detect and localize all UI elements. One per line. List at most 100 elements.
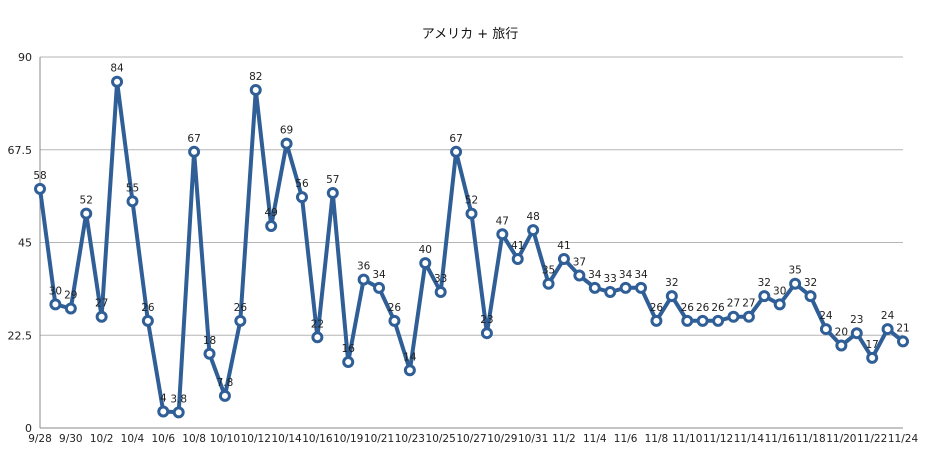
x-tick-label: 11/8 — [645, 433, 669, 445]
data-point — [141, 314, 154, 327]
data-point — [218, 389, 231, 402]
data-point — [619, 281, 632, 294]
data-point — [188, 145, 201, 158]
x-tick-label: 9/30 — [59, 433, 83, 445]
data-point — [527, 224, 540, 237]
data-label: 29 — [64, 289, 77, 301]
y-tick-label: 0 — [25, 422, 32, 435]
x-tick-label: 10/31 — [518, 433, 548, 445]
data-label: 24 — [819, 310, 833, 322]
data-label: 35 — [542, 265, 555, 277]
x-tick-label: 10/4 — [121, 433, 145, 445]
data-point — [789, 277, 802, 290]
data-point — [897, 335, 909, 348]
data-point — [388, 314, 401, 327]
x-tick-label: 11/16 — [765, 433, 796, 445]
data-label: 37 — [573, 256, 586, 268]
data-label: 26 — [681, 302, 695, 314]
data-point — [465, 207, 478, 220]
y-tick-label: 90 — [18, 51, 32, 64]
x-tick-label: 10/21 — [364, 433, 394, 445]
x-tick-label: 10/16 — [302, 433, 333, 445]
data-point — [80, 207, 93, 220]
data-point — [34, 182, 46, 195]
data-label: 23 — [480, 314, 493, 326]
data-label: 84 — [110, 63, 124, 75]
data-point — [373, 281, 386, 294]
data-point — [758, 290, 771, 303]
x-tick-label: 10/12 — [241, 433, 271, 445]
data-point — [480, 327, 493, 340]
data-point — [819, 323, 832, 336]
data-point — [881, 323, 894, 336]
data-label: 7.8 — [217, 377, 234, 389]
x-tick-label: 10/10 — [210, 433, 240, 445]
data-point — [773, 298, 786, 311]
x-tick-label: 10/23 — [395, 433, 425, 445]
data-label: 24 — [881, 310, 895, 322]
data-label: 20 — [835, 327, 848, 339]
data-label: 26 — [711, 302, 725, 314]
gridlines — [39, 56, 903, 429]
data-label: 33 — [434, 273, 447, 285]
x-tick-label: 10/19 — [333, 433, 363, 445]
series-line — [34, 75, 909, 419]
data-label: 48 — [526, 211, 539, 223]
data-label: 52 — [80, 195, 93, 207]
data-point — [403, 364, 416, 377]
data-point — [712, 314, 725, 327]
y-axis-ticks: 0 22.5 45 67.5 90 — [8, 51, 33, 435]
data-point — [573, 269, 586, 282]
data-point — [542, 277, 555, 290]
data-label: 21 — [896, 322, 909, 334]
data-label: 30 — [49, 285, 62, 297]
data-label: 55 — [126, 182, 139, 194]
x-tick-label: 10/25 — [426, 433, 456, 445]
data-point — [326, 187, 339, 200]
x-tick-label: 11/12 — [703, 433, 733, 445]
x-tick-label: 11/14 — [734, 433, 765, 445]
data-label: 4 — [160, 393, 167, 405]
data-point — [95, 310, 108, 323]
x-tick-label: 10/27 — [456, 433, 486, 445]
x-tick-label: 11/4 — [583, 433, 607, 445]
data-label: 22 — [311, 318, 324, 330]
data-label: 41 — [511, 240, 524, 252]
data-label: 82 — [249, 71, 262, 83]
x-tick-label: 10/6 — [151, 433, 175, 445]
x-tick-label: 11/6 — [614, 433, 638, 445]
data-label: 58 — [33, 170, 46, 182]
data-point — [126, 195, 139, 208]
chart-title: アメリカ + 旅行 — [422, 27, 519, 42]
x-tick-label: 10/2 — [90, 433, 114, 445]
data-point — [172, 406, 185, 419]
series-polyline — [38, 79, 905, 415]
data-label: 26 — [650, 302, 664, 314]
data-label: 16 — [342, 343, 356, 355]
data-point — [249, 83, 262, 96]
x-tick-label: 11/2 — [552, 433, 576, 445]
data-label: 56 — [295, 178, 309, 190]
data-label: 69 — [280, 125, 293, 137]
x-tick-label: 11/20 — [826, 433, 856, 445]
data-label: 17 — [865, 339, 878, 351]
data-point — [280, 137, 293, 150]
x-tick-label: 11/10 — [672, 433, 702, 445]
x-tick-label: 10/29 — [487, 433, 517, 445]
data-point — [419, 257, 432, 270]
data-label: 3.8 — [170, 393, 187, 405]
data-label: 32 — [804, 277, 817, 289]
data-point — [696, 314, 709, 327]
x-axis-ticks: 9/28 9/30 10/2 10/4 10/6 10/8 10/10 10/12 10/14 1… — [28, 433, 918, 445]
data-point — [496, 228, 509, 241]
data-point — [234, 314, 247, 327]
data-point — [203, 347, 216, 360]
data-point — [742, 310, 755, 323]
y-tick-label: 45 — [18, 237, 32, 250]
x-tick-label: 11/24 — [888, 433, 919, 445]
data-label: 34 — [634, 269, 648, 281]
data-label: 35 — [788, 265, 801, 277]
